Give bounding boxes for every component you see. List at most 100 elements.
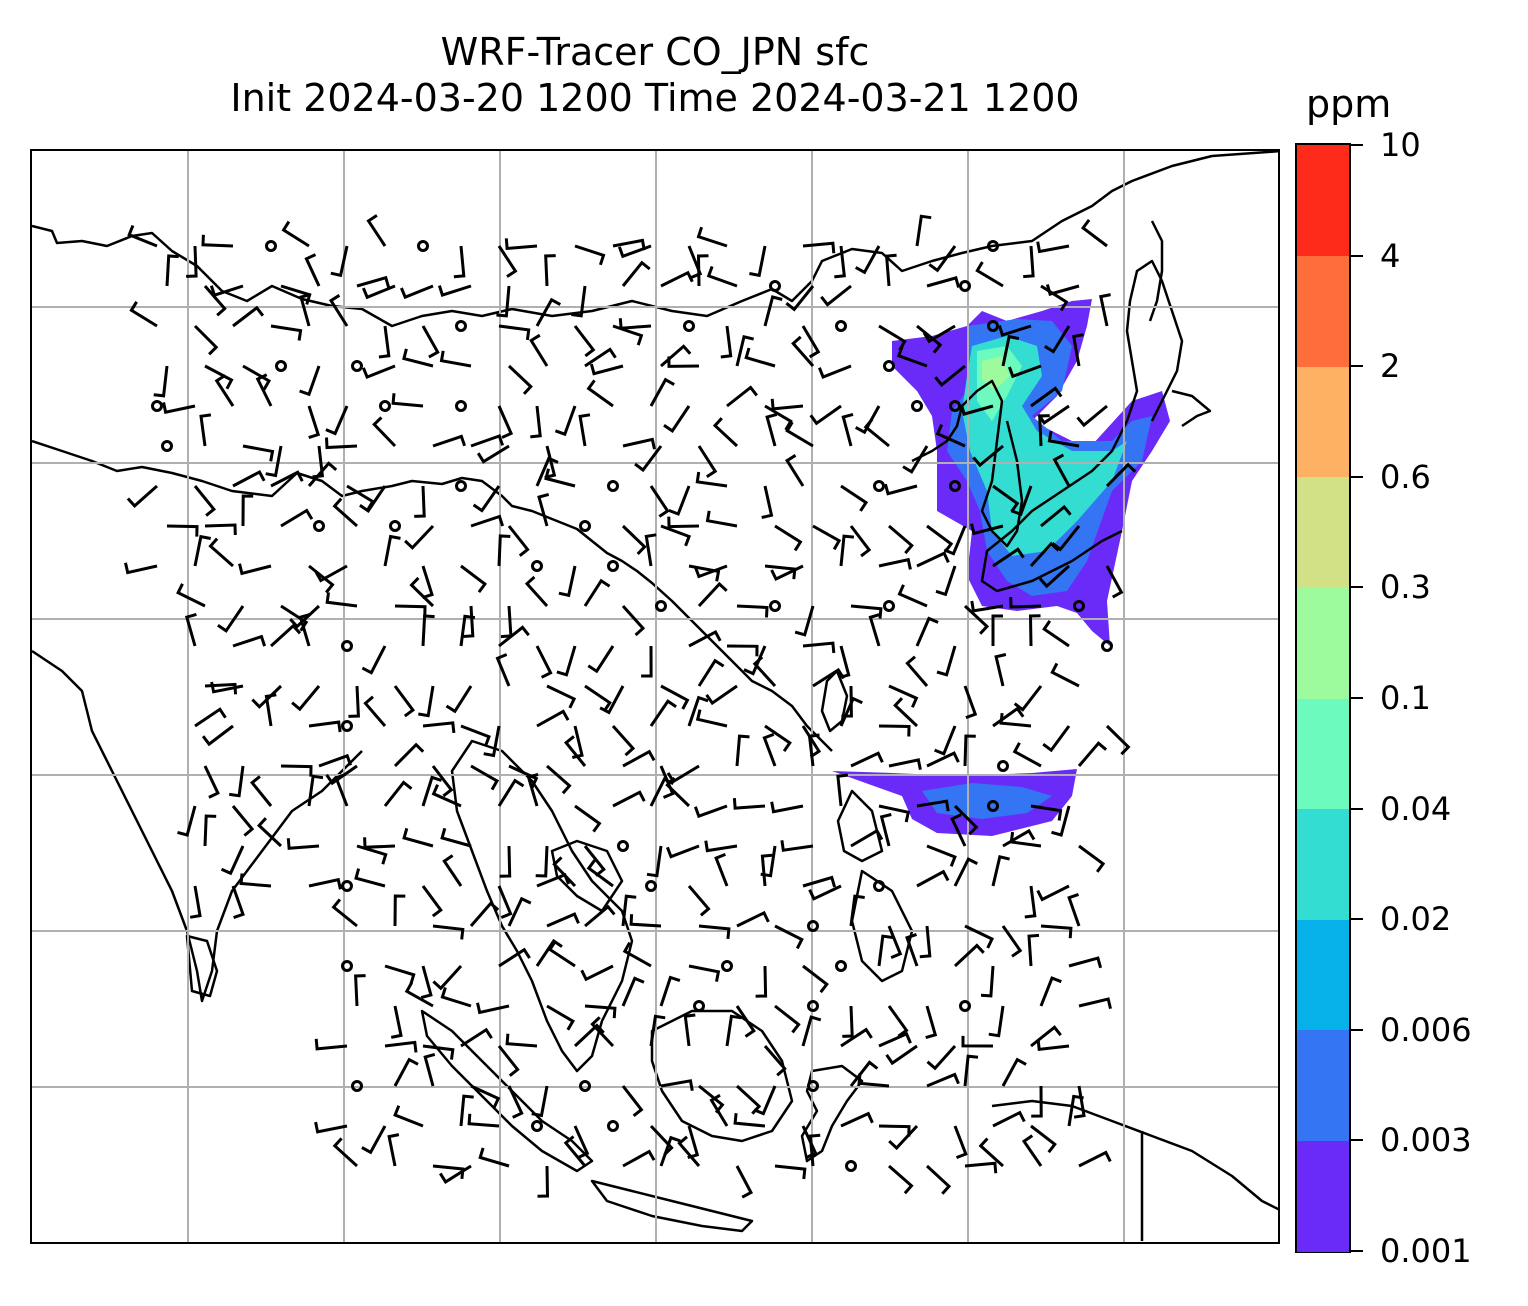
wind-barb — [325, 764, 358, 786]
wind-barb — [402, 827, 434, 848]
wind-barb — [432, 964, 463, 991]
calm-wind-marker — [161, 440, 173, 452]
wind-barb — [590, 1016, 615, 1048]
calm-wind-marker — [807, 1000, 819, 1012]
wind-barb — [667, 356, 700, 368]
wind-barb — [1073, 1085, 1086, 1119]
wind-barb — [802, 241, 836, 254]
wind-barb — [905, 655, 929, 687]
wind-barb — [878, 1124, 911, 1137]
wind-barb — [231, 805, 255, 837]
wind-barb — [201, 234, 234, 248]
wind-barb — [879, 813, 892, 847]
wind-barb — [887, 925, 903, 959]
wind-barb — [1044, 325, 1071, 354]
wind-barb — [950, 813, 967, 847]
calm-wind-marker — [959, 280, 971, 292]
wind-barb — [460, 724, 491, 747]
wind-barb — [695, 471, 728, 488]
wind-barb — [888, 758, 922, 770]
wind-barb — [391, 393, 424, 408]
wind-barb — [916, 869, 950, 888]
wind-barb — [383, 780, 413, 807]
wind-barb — [926, 276, 961, 288]
coastline-segment — [32, 649, 363, 1003]
map-panel — [30, 149, 1280, 1244]
wind-barb — [785, 421, 814, 448]
wind-barb — [394, 604, 427, 617]
wind-barb — [203, 814, 217, 847]
colorbar-segment — [1297, 919, 1349, 1031]
wind-barb — [400, 284, 434, 300]
wind-barb — [885, 1044, 918, 1066]
wind-barb — [991, 614, 1003, 646]
calm-wind-marker — [455, 320, 467, 332]
wind-barb — [445, 685, 473, 714]
wind-barb — [439, 350, 472, 368]
wind-barb — [770, 564, 804, 581]
wind-barb — [497, 405, 514, 439]
wind-barb — [574, 244, 606, 266]
wind-barb — [1007, 364, 1042, 379]
calm-wind-marker — [769, 600, 781, 612]
wind-barb — [459, 1094, 474, 1127]
calm-wind-marker — [341, 720, 353, 732]
wind-barb — [356, 844, 388, 865]
wind-barb — [801, 1125, 818, 1159]
wind-barb — [325, 592, 358, 608]
wind-barb — [496, 285, 511, 318]
wind-barb — [688, 964, 721, 982]
calm-wind-marker — [617, 840, 629, 852]
wind-barb — [687, 885, 711, 917]
map-canvas — [32, 151, 1278, 1242]
wind-barb — [314, 1121, 348, 1134]
wind-barb — [735, 734, 750, 767]
colorbar — [1295, 143, 1351, 1253]
wind-barb — [922, 324, 956, 344]
wind-barb — [992, 547, 1025, 568]
wind-barb — [992, 484, 1020, 513]
tracer-area-south-core — [922, 783, 1052, 819]
wind-barb — [124, 562, 158, 575]
wind-barb — [999, 712, 1032, 728]
wind-barb — [1068, 956, 1103, 969]
wind-barb — [785, 454, 805, 487]
wind-barb — [926, 524, 954, 553]
wind-barb — [840, 1027, 873, 1048]
wind-barb — [1040, 504, 1072, 528]
colorbar-tick-label: 0.003 — [1380, 1121, 1472, 1160]
wind-barb — [558, 565, 577, 598]
wind-barb — [546, 684, 577, 709]
wind-barb — [497, 778, 525, 807]
calm-wind-marker — [997, 760, 1009, 772]
wind-barb — [314, 564, 348, 583]
wind-barb — [584, 1004, 617, 1019]
colorbar-tick — [1351, 586, 1363, 589]
wind-barb — [470, 434, 505, 448]
wind-barb — [943, 525, 967, 556]
coastline-segment — [450, 739, 634, 1073]
wind-barb — [571, 285, 587, 318]
wind-barb — [659, 975, 681, 1007]
wind-barb — [573, 325, 596, 358]
wind-barb — [884, 253, 897, 287]
wind-barb — [153, 365, 169, 398]
wind-barb — [530, 405, 542, 439]
wind-barb — [1012, 742, 1042, 768]
wind-barb — [318, 753, 353, 768]
wind-barb — [314, 1038, 348, 1051]
wind-barb — [384, 1040, 418, 1053]
colorbar-segment — [1297, 255, 1349, 367]
calm-wind-marker — [807, 920, 819, 932]
wind-barb — [801, 1015, 822, 1047]
wind-barb — [1031, 1085, 1043, 1118]
wind-barb — [1030, 1124, 1057, 1154]
wind-barb — [166, 524, 199, 537]
wind-barb — [414, 485, 426, 518]
wind-barb — [621, 604, 646, 637]
wind-barb — [210, 681, 244, 694]
wind-barb — [1036, 241, 1070, 254]
wind-barb — [1024, 885, 1037, 919]
calm-wind-marker — [835, 960, 847, 972]
wind-barb — [420, 965, 433, 1000]
